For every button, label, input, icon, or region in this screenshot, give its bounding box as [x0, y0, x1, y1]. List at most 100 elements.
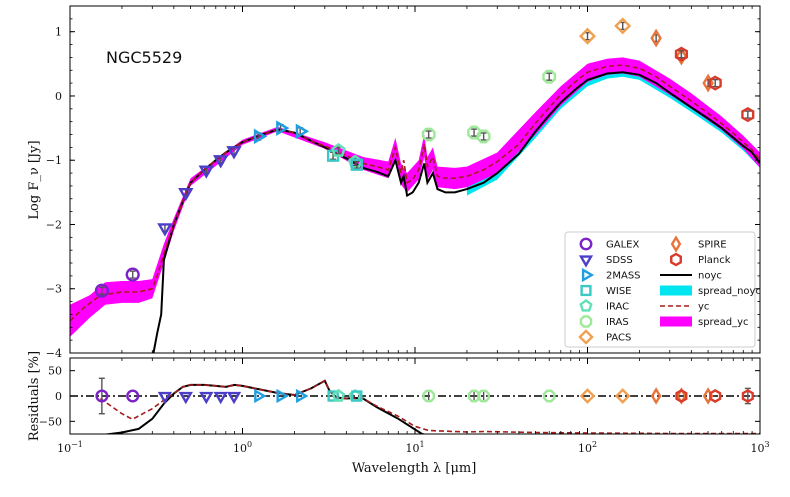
y-tick-label-residual: −50: [39, 415, 62, 428]
sdss-point: [212, 155, 229, 169]
legend-marker-wise: [580, 284, 592, 297]
pacs-point-residual: [614, 388, 631, 404]
planck-point-errorbar: [678, 49, 685, 59]
sdss-point: [157, 223, 173, 237]
galex-point-errorbar: [98, 286, 105, 295]
legend-noyc-label: noyc: [698, 271, 722, 282]
sdss-point-residual: [226, 391, 242, 405]
planck-point-residual: [709, 389, 722, 403]
galex-point-errorbar: [129, 270, 136, 279]
iras-point-errorbar: [480, 132, 487, 141]
galex-point: [94, 283, 109, 298]
legend-spread-yc-swatch: [660, 316, 692, 327]
residual-panel: 50 0 −50: [39, 357, 761, 435]
galex-point-residual-errorbar: [98, 377, 105, 415]
sdss-point: [198, 165, 215, 179]
iras-point: [467, 125, 482, 140]
legend-planck-label: Planck: [698, 255, 731, 266]
iras-point-errorbar: [425, 130, 432, 139]
sdss-point-residual: [199, 391, 214, 405]
wise-point-errorbar: [353, 160, 360, 169]
legend-marker-irac: [579, 299, 593, 312]
spire-point: [650, 28, 662, 48]
iras-point: [421, 127, 436, 142]
legend-label-wise: WISE: [606, 286, 632, 297]
y-tick-label-residual: 50: [48, 365, 62, 378]
planck-point-errorbar: [744, 110, 751, 119]
iras-point-residual: [542, 389, 556, 403]
y-tick-label-flux: −1: [46, 154, 62, 167]
planck-point: [708, 75, 722, 91]
planck-point: [674, 46, 688, 62]
galaxy-name: NGC5529: [106, 48, 182, 67]
legend-spread-noyc-label: spread_noyc: [698, 286, 761, 297]
sdss-point-residual: [178, 391, 193, 405]
iras-point: [542, 69, 557, 84]
iras-point-residual: [422, 389, 436, 403]
x-tick-label: 103: [750, 440, 769, 455]
wise-point-residual: [351, 390, 363, 402]
irac-point-residual: [331, 388, 346, 402]
iras-point-errorbar: [546, 72, 553, 81]
sdss-point-residual: [157, 391, 173, 405]
observation-points: [94, 17, 755, 298]
iras-point: [476, 129, 491, 144]
sdss-point: [178, 187, 194, 202]
model-yc-line: [70, 64, 760, 322]
spire-point: [675, 46, 688, 66]
pacs-point-errorbar: [619, 21, 626, 31]
legend-label-irac: IRAC: [606, 302, 629, 313]
legend: GALEX SDSS 2MASS WISE IRAC IRAS PACS SPIRE Planc…: [564, 231, 761, 348]
x-tick-label: 10−1: [57, 440, 83, 455]
legend-label-galex: GALEX: [606, 240, 639, 251]
legend-label-2mass: 2MASS: [606, 271, 641, 282]
planck-point-residual: [741, 389, 754, 403]
y-axis-label-residuals: Residuals [%]: [27, 351, 42, 441]
y-tick-label-flux: −3: [46, 283, 62, 296]
legend-spread-noyc-swatch: [660, 285, 692, 296]
sdss-point-residual: [213, 391, 228, 405]
pacs-point-residual: [579, 388, 596, 404]
legend-label-pacs: PACS: [606, 333, 631, 344]
wise-point-residual: [327, 390, 339, 402]
residual-yc-line: [99, 379, 760, 434]
residual-points: [95, 377, 754, 415]
legend-spread-yc-label: spread_yc: [698, 317, 749, 328]
pacs-point: [614, 17, 632, 35]
wise-point: [350, 158, 363, 171]
2mass-point: [253, 128, 268, 145]
y-tick-label-flux: 1: [55, 26, 62, 39]
flux-panel: 1 0 −1 −2 −3 −4 NGC5529 GALEX SDSS 2MASS WISE IRA…: [46, 5, 761, 360]
galex-point-residual: [95, 389, 109, 403]
galex-point: [125, 267, 140, 282]
spire-point-residual: [650, 387, 662, 405]
2mass-point: [295, 123, 310, 140]
x-tick-label: 100: [233, 440, 252, 455]
y-tick-label-flux: −4: [46, 347, 62, 360]
2mass-point-residual: [296, 388, 309, 404]
iras-point-errorbar: [471, 128, 478, 137]
galex-point-residual: [126, 389, 140, 403]
x-axis-label: Wavelength λ [μm]: [352, 461, 477, 476]
y-axis-label-flux: Log F_ν [Jy]: [27, 140, 42, 219]
2mass-point: [276, 120, 290, 136]
legend-yc-label: yc: [698, 302, 709, 313]
legend-spire-label: SPIRE: [698, 240, 727, 251]
legend-label-sdss: SDSS: [606, 255, 633, 266]
x-tick-label: 102: [578, 440, 597, 455]
irac-point: [331, 142, 346, 157]
legend-spire-marker: [670, 235, 682, 253]
planck-point: [741, 107, 755, 123]
y-tick-label-flux: 0: [55, 90, 62, 103]
legend-label-iras: IRAS: [606, 317, 629, 328]
2mass-point-residual: [276, 388, 289, 404]
2mass-point-residual: [254, 388, 267, 404]
legend-planck-marker: [670, 252, 682, 267]
legend-marker-sdss: [578, 255, 594, 268]
x-tick-label: 101: [405, 440, 424, 455]
legend-marker-2mass: [581, 267, 595, 283]
legend-marker-pacs: [578, 329, 594, 345]
planck-point-errorbar: [712, 78, 719, 88]
y-tick-label-residual: 0: [55, 390, 62, 403]
